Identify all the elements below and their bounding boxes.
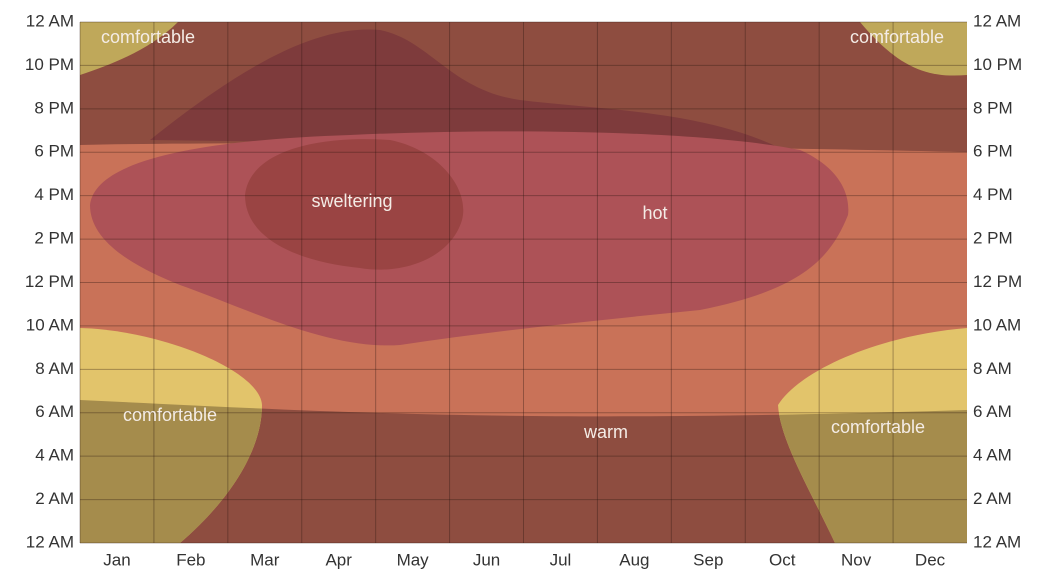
region-label: comfortable: [101, 27, 195, 47]
x-tick-label: Jul: [550, 550, 572, 569]
y-tick-label: 12 PM: [25, 272, 74, 291]
y-tick-label-right: 2 PM: [973, 229, 1013, 248]
sweltering-region: [245, 139, 464, 270]
y-tick-label: 12 AM: [26, 532, 74, 551]
hot-night-region: [150, 29, 780, 148]
x-tick-label: May: [397, 550, 430, 569]
y-tick-label-right: 10 AM: [973, 315, 1021, 334]
region-label: warm: [583, 422, 628, 442]
y-tick-label-right: 6 AM: [973, 402, 1012, 421]
comfortable-region: [860, 22, 967, 76]
y-tick-label-right: 6 PM: [973, 142, 1013, 161]
comfortable-region: [80, 22, 178, 75]
y-tick-label: 8 AM: [35, 359, 74, 378]
y-tick-label-right: 2 AM: [973, 489, 1012, 508]
x-tick-label: Jun: [473, 550, 500, 569]
x-tick-label: Apr: [325, 550, 352, 569]
y-tick-label: 2 AM: [35, 489, 74, 508]
y-tick-label-right: 8 AM: [973, 359, 1012, 378]
y-tick-label: 4 AM: [35, 446, 74, 465]
y-tick-label-right: 4 AM: [973, 446, 1012, 465]
x-tick-label: Dec: [915, 550, 946, 569]
x-tick-label: Nov: [841, 550, 872, 569]
y-tick-label-right: 12 AM: [973, 532, 1021, 551]
y-tick-label: 6 PM: [34, 142, 74, 161]
x-tick-label: Oct: [769, 550, 796, 569]
y-tick-label: 10 PM: [25, 55, 74, 74]
x-tick-label: Mar: [250, 550, 280, 569]
region-label: sweltering: [311, 191, 392, 211]
y-tick-label: 12 AM: [26, 11, 74, 30]
y-tick-label: 2 PM: [34, 229, 74, 248]
x-tick-label: Feb: [176, 550, 205, 569]
night-region: [80, 400, 967, 543]
plot-regions: [80, 22, 967, 543]
x-tick-label: Jan: [103, 550, 130, 569]
region-label: comfortable: [123, 405, 217, 425]
y-tick-label: 8 PM: [34, 98, 74, 117]
y-tick-label: 4 PM: [34, 185, 74, 204]
x-tick-label: Sep: [693, 550, 723, 569]
y-tick-label: 6 AM: [35, 402, 74, 421]
region-label: hot: [642, 203, 667, 223]
y-tick-label-right: 4 PM: [973, 185, 1013, 204]
x-tick-label: Aug: [619, 550, 649, 569]
y-tick-label-right: 10 PM: [973, 55, 1022, 74]
region-label: comfortable: [850, 27, 944, 47]
y-tick-label: 10 AM: [26, 315, 74, 334]
region-label: comfortable: [831, 417, 925, 437]
y-tick-label-right: 12 AM: [973, 11, 1021, 30]
y-tick-label-right: 8 PM: [973, 98, 1013, 117]
y-tick-label-right: 12 PM: [973, 272, 1022, 291]
